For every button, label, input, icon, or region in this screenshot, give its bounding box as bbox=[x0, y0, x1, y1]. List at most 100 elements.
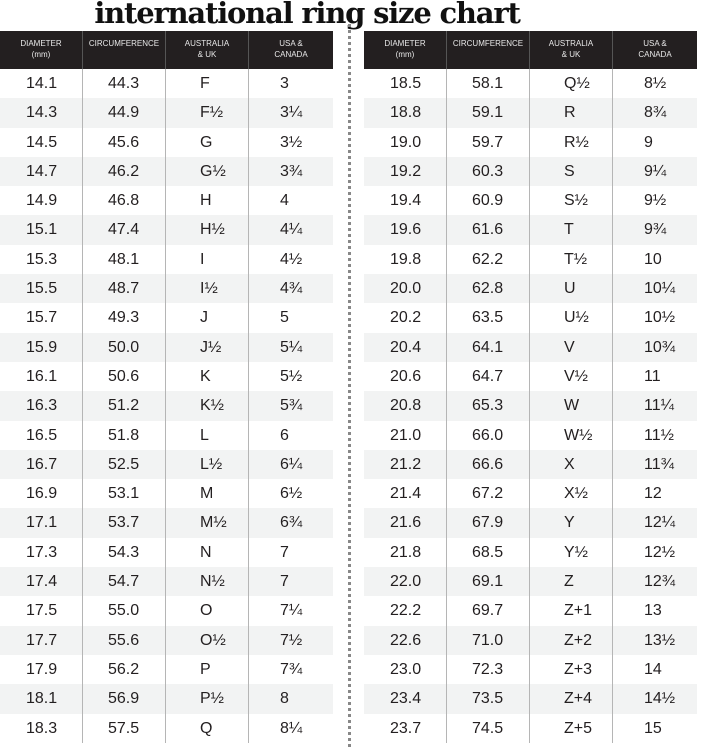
cell-usa-canada: 4½ bbox=[280, 250, 303, 268]
cell-usa-canada: 10½ bbox=[644, 309, 676, 327]
cell-australia-uk: I½ bbox=[166, 274, 249, 304]
dotted-divider bbox=[348, 24, 351, 747]
table-row: 22.6 71.0 Z+2 13½ bbox=[364, 625, 697, 655]
header-circumference: CIRCUMFERENCE bbox=[447, 31, 530, 69]
cell-diameter: 16.7 bbox=[0, 449, 83, 480]
cell-diameter: 18.1 bbox=[0, 684, 83, 714]
table-row: 15.7 49.3 J 5 bbox=[0, 303, 333, 333]
cell-australia-uk: L bbox=[166, 420, 249, 450]
cell-circumference: 56.9 bbox=[83, 684, 166, 714]
cell-diameter: 21.8 bbox=[364, 537, 447, 568]
table-row: 17.5 55.0 O 7¼ bbox=[0, 596, 333, 626]
cell-diameter: 20.2 bbox=[364, 303, 447, 333]
table-row: 14.5 45.6 G 3½ bbox=[0, 127, 333, 157]
cell-circumference: 48.7 bbox=[83, 274, 166, 304]
table-row: 17.1 53.7 M½ 6¾ bbox=[0, 508, 333, 538]
cell-diameter: 14.3 bbox=[0, 98, 83, 128]
cell-diameter: 18.3 bbox=[0, 713, 83, 743]
cell-usa-canada: 9 bbox=[644, 133, 653, 151]
cell-usa-canada: 3¼ bbox=[280, 104, 303, 122]
header-usa-canada: USA & CANADA bbox=[274, 39, 308, 59]
cell-circumference: 68.5 bbox=[447, 537, 530, 568]
cell-circumference: 67.9 bbox=[447, 508, 530, 538]
cell-diameter: 14.7 bbox=[0, 156, 83, 187]
header-australia-uk: AUSTRALIA & UK bbox=[530, 31, 613, 69]
cell-diameter: 16.5 bbox=[0, 420, 83, 450]
cell-circumference: 53.7 bbox=[83, 508, 166, 538]
header-diameter: DIAMETER (mm) bbox=[0, 31, 83, 69]
cell-diameter: 16.9 bbox=[0, 479, 83, 509]
cell-australia-uk: V½ bbox=[530, 361, 613, 392]
cell-australia-uk: Z+1 bbox=[530, 596, 613, 626]
table-row: 22.0 69.1 Z 12¾ bbox=[364, 567, 697, 597]
cell-usa-canada: 11½ bbox=[644, 426, 674, 444]
cell-circumference: 59.7 bbox=[447, 127, 530, 157]
cell-australia-uk: L½ bbox=[166, 449, 249, 480]
cell-diameter: 16.1 bbox=[0, 361, 83, 392]
cell-australia-uk: Q½ bbox=[530, 69, 613, 99]
table-row: 14.1 44.3 F 3 bbox=[0, 69, 333, 99]
cell-australia-uk: Y bbox=[530, 508, 613, 538]
cell-australia-uk: R bbox=[530, 98, 613, 128]
cell-circumference: 51.8 bbox=[83, 420, 166, 450]
table-row: 15.5 48.7 I½ 4¾ bbox=[0, 274, 333, 304]
table-row: 16.3 51.2 K½ 5¾ bbox=[0, 391, 333, 421]
cell-usa-canada: 5¼ bbox=[280, 338, 303, 356]
cell-australia-uk: R½ bbox=[530, 127, 613, 157]
cell-diameter: 19.8 bbox=[364, 244, 447, 275]
cell-circumference: 58.1 bbox=[447, 69, 530, 99]
cell-usa-canada: 8½ bbox=[644, 75, 667, 92]
cell-circumference: 62.8 bbox=[447, 274, 530, 304]
cell-circumference: 72.3 bbox=[447, 654, 530, 685]
cell-usa-canada: 14 bbox=[644, 660, 662, 678]
cell-circumference: 60.9 bbox=[447, 186, 530, 216]
cell-diameter: 20.6 bbox=[364, 361, 447, 392]
cell-diameter: 23.0 bbox=[364, 654, 447, 685]
cell-australia-uk: F bbox=[166, 69, 249, 99]
cell-australia-uk: N bbox=[166, 537, 249, 568]
cell-circumference: 57.5 bbox=[83, 713, 166, 743]
cell-australia-uk: I bbox=[166, 244, 249, 275]
cell-diameter: 19.2 bbox=[364, 156, 447, 187]
cell-circumference: 46.8 bbox=[83, 186, 166, 216]
table-row: 20.0 62.8 U 10¼ bbox=[364, 274, 697, 304]
cell-usa-canada: 12½ bbox=[644, 543, 676, 561]
cell-circumference: 50.0 bbox=[83, 332, 166, 362]
table-row: 18.3 57.5 Q 8¼ bbox=[0, 713, 333, 743]
cell-australia-uk: M bbox=[166, 479, 249, 509]
table-row: 19.6 61.6 T 9¾ bbox=[364, 215, 697, 245]
cell-circumference: 69.7 bbox=[447, 596, 530, 626]
table-row: 15.3 48.1 I 4½ bbox=[0, 244, 333, 275]
cell-diameter: 17.7 bbox=[0, 625, 83, 655]
cell-usa-canada: 7 bbox=[280, 573, 289, 591]
cell-circumference: 47.4 bbox=[83, 215, 166, 245]
table-row: 17.9 56.2 P 7¾ bbox=[0, 654, 333, 685]
cell-usa-canada: 4¾ bbox=[280, 280, 303, 298]
cell-circumference: 59.1 bbox=[447, 98, 530, 128]
cell-circumference: 66.0 bbox=[447, 420, 530, 450]
cell-circumference: 50.6 bbox=[83, 361, 166, 392]
cell-circumference: 49.3 bbox=[83, 303, 166, 333]
cell-usa-canada: 14½ bbox=[644, 690, 676, 708]
cell-australia-uk: X½ bbox=[530, 479, 613, 509]
cell-australia-uk: Z+4 bbox=[530, 684, 613, 714]
table-row: 18.5 58.1 Q½ 8½ bbox=[364, 69, 697, 99]
cell-usa-canada: 10¾ bbox=[644, 338, 676, 356]
cell-australia-uk: O bbox=[166, 596, 249, 626]
cell-circumference: 61.6 bbox=[447, 215, 530, 245]
cell-diameter: 15.7 bbox=[0, 303, 83, 333]
cell-diameter: 15.1 bbox=[0, 215, 83, 245]
table-row: 18.8 59.1 R 8¾ bbox=[364, 98, 697, 128]
cell-usa-canada: 12¼ bbox=[644, 514, 676, 532]
ring-size-table-right: DIAMETER (mm) CIRCUMFERENCE AUSTRALIA & … bbox=[364, 31, 697, 743]
cell-australia-uk: M½ bbox=[166, 508, 249, 538]
cell-australia-uk: Q bbox=[166, 713, 249, 743]
cell-circumference: 53.1 bbox=[83, 479, 166, 509]
cell-circumference: 45.6 bbox=[83, 127, 166, 157]
cell-australia-uk: U½ bbox=[530, 303, 613, 333]
cell-australia-uk: Z+2 bbox=[530, 625, 613, 655]
cell-diameter: 18.5 bbox=[364, 69, 447, 99]
cell-diameter: 17.3 bbox=[0, 537, 83, 568]
table-row: 20.8 65.3 W 11¼ bbox=[364, 391, 697, 421]
ring-size-table-left: DIAMETER (mm) CIRCUMFERENCE AUSTRALIA & … bbox=[0, 31, 333, 743]
